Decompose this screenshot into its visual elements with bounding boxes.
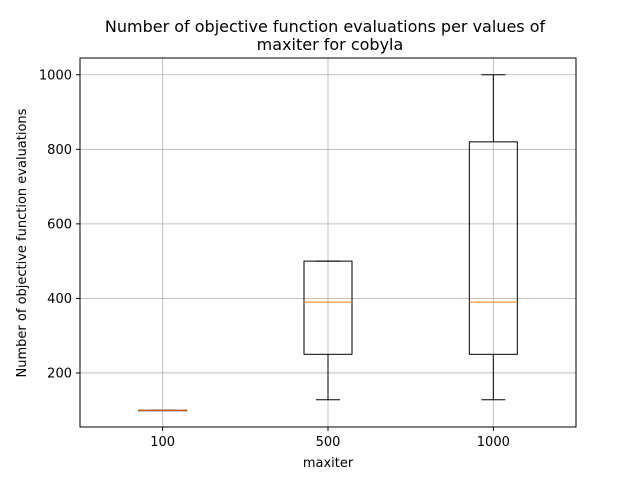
box-group-100 — [138, 409, 188, 412]
y-tick-label-400: 400 — [47, 292, 72, 307]
box-500 — [303, 260, 353, 355]
x-tick-label-100: 100 — [150, 435, 175, 450]
box-series — [138, 74, 518, 412]
y-tick-label-600: 600 — [47, 217, 72, 232]
chart-title-line-1: Number of objective function evaluations… — [105, 17, 546, 36]
grid-lines — [80, 58, 576, 427]
y-tick-label-800: 800 — [47, 143, 72, 158]
y-axis-label: Number of objective function evaluations — [15, 108, 30, 377]
box-1000 — [468, 141, 518, 355]
chart-title-line-2: maxiter for cobyla — [257, 35, 404, 54]
box-group-1000 — [468, 74, 518, 401]
x-tick-label-1000: 1000 — [477, 435, 510, 450]
x-tick-label-500: 500 — [316, 435, 341, 450]
box-group-500 — [303, 260, 353, 401]
axis-ticks: 200 400 600 800 1000 100 500 1000 — [39, 68, 510, 450]
y-tick-label-1000: 1000 — [39, 68, 72, 83]
x-axis-label: maxiter — [303, 456, 354, 471]
y-tick-label-200: 200 — [47, 366, 72, 381]
